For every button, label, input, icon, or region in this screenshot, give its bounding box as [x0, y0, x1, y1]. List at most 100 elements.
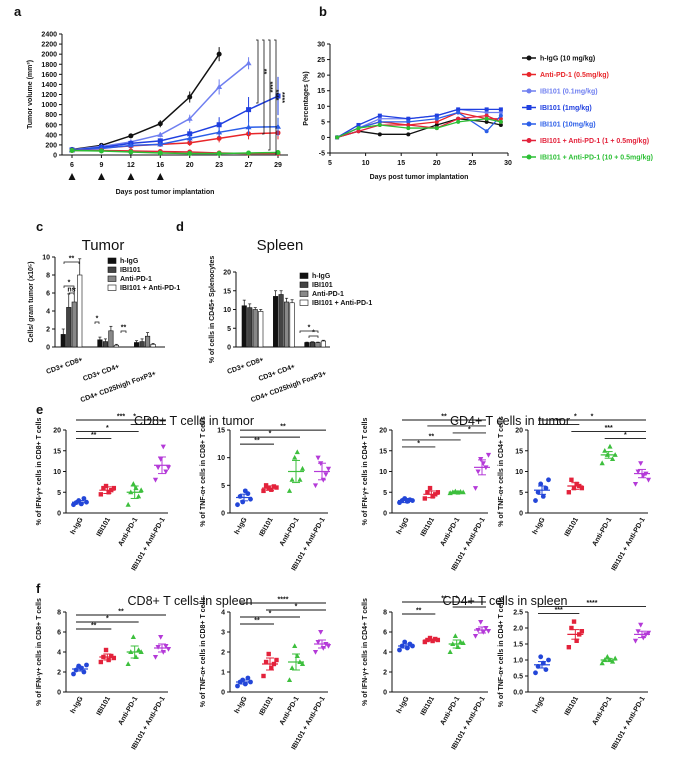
panel-a-sig-bracket — [262, 39, 265, 135]
panel-b-x-tick-label: 15 — [397, 160, 405, 167]
panel-a-x-tick-label: 23 — [215, 162, 223, 169]
panel-a-point — [128, 149, 134, 155]
panel-e4-sig-label: ** — [556, 418, 562, 425]
panel-d-sig-bracket — [308, 335, 319, 338]
legend-label: IBI101 (10mg/kg) — [540, 122, 596, 129]
panel-a-series-line — [71, 53, 220, 151]
panel-a-y-tick-label: 2000 — [41, 52, 57, 59]
panel-b-point — [484, 107, 489, 112]
panel-c-legend-swatch — [107, 284, 117, 291]
legend-marker-icon — [526, 154, 532, 160]
panel-f2-x-tick-label: IBI101 — [258, 695, 274, 716]
panel-f4-point — [533, 670, 538, 676]
panel-e3-x-tick-label: Anti-PD-1 — [439, 516, 461, 547]
panel-e2-point — [325, 466, 332, 472]
panel-f3-x-tick-label: h-IgG — [396, 695, 411, 715]
panel-e2-x-tick-label: IBI101 — [258, 516, 274, 537]
panel-f1-y-tick-label: 4 — [57, 650, 61, 657]
panel-e1-sig-label: ** — [91, 432, 97, 439]
panel-f2-point — [292, 643, 298, 648]
panel-f3-y-tick-label: 6 — [383, 630, 387, 637]
panel-b-y-tick-label: 0 — [321, 135, 325, 142]
panel-d-y-tick-label: 5 — [227, 326, 231, 333]
panel-a-point — [216, 135, 222, 141]
panel-f1-point — [103, 647, 109, 653]
panel-b-y-tick-label: 15 — [317, 88, 325, 95]
panel-e2-point — [289, 477, 295, 482]
panel-f2-point — [261, 673, 266, 679]
panel-f1-point — [158, 635, 164, 640]
panel-c-legend-label: IBI101 — [120, 267, 141, 274]
panel-e1-point — [106, 490, 111, 495]
panel-f3-sig-label: ** — [441, 596, 447, 603]
panel-b-y-tick-label: 30 — [317, 42, 325, 49]
panel-d-legend-label: IBI101 — [312, 282, 333, 289]
section-title-f-right: CD4+ T cells in spleen — [443, 594, 568, 608]
panel-f1-y-tick-label: 2 — [57, 670, 61, 677]
panel-e1-y-title: % of IFN-γ+ cells in CD8+ T cells — [36, 418, 43, 526]
panel-d-bar — [304, 342, 310, 348]
panel-f3-y-tick-label: 0 — [383, 690, 387, 697]
panel-b-x-tick-label: 30 — [504, 160, 512, 167]
panel-f1-sig-label: ** — [91, 623, 97, 630]
panel-e3-y-tick-label: 15 — [379, 448, 387, 455]
panel-e3-y-tick-label: 5 — [383, 490, 387, 497]
panel-c-bar — [66, 307, 72, 348]
panel-c-bar-chart: Tumor 0 2 4 6 8 10 Cells/ gram tumor (x10⁵) CD3+… — [28, 237, 180, 404]
panel-b-point — [484, 116, 489, 121]
panel-b-point — [434, 116, 439, 121]
panel-e3-y-tick-label: 10 — [379, 469, 387, 476]
panel-e1-point — [135, 493, 142, 499]
panel-b-x-title: Days post tumor implantation — [370, 174, 469, 181]
panel-f4-point — [604, 654, 610, 659]
panel-f2-y-tick-label: 1 — [221, 670, 225, 677]
panel-c-title: Tumor — [82, 237, 125, 254]
panel-a-line-chart: 0 200 400 600 800 1000 1200 1400 1600 1800 2000 220… — [27, 32, 288, 196]
panel-a-point — [216, 150, 222, 156]
panel-e4-sig-label: *** — [605, 425, 613, 432]
panel-e2-sig-label: ** — [280, 424, 286, 431]
panel-b-point — [456, 116, 461, 121]
legend-marker-icon — [526, 105, 532, 110]
panel-a-point — [216, 51, 222, 57]
panel-c-bar — [71, 301, 77, 348]
panel-c-bar — [108, 330, 114, 348]
panel-b-point — [498, 116, 503, 121]
panel-b-point — [406, 122, 411, 127]
panel-e3-point — [485, 452, 492, 458]
panel-f3-point — [422, 639, 428, 645]
panel-e1-point — [125, 501, 131, 507]
panel-d-legend-swatch — [299, 290, 309, 297]
panel-f4-y-tick-label: 0.0 — [513, 690, 523, 697]
panel-f1-y-tick-label: 0 — [57, 690, 61, 697]
panel-e3-point — [480, 461, 486, 466]
panel-e1-point — [158, 457, 164, 462]
panel-f2-scatter-chart: 0 1 2 3 4 % of TNF-α+ cells in CD8+ T cells h-… — [200, 597, 332, 751]
panel-e3-point — [427, 485, 433, 491]
panel-a-point — [245, 124, 252, 130]
legend-marker-icon — [526, 72, 532, 77]
panel-e3-sig-label: ** — [441, 414, 447, 421]
panel-f3-point — [447, 649, 453, 654]
panel-c-sig-label: ns — [67, 287, 75, 294]
panel-b-point — [456, 119, 461, 124]
panel-e2-y-tick-label: 5 — [221, 483, 225, 490]
panel-c-bar — [150, 343, 156, 348]
panel-e2-y-title: % of TNF-α+ cells in CD8+ T cells — [200, 416, 207, 527]
panel-a-point — [216, 122, 222, 128]
panel-a-point — [275, 149, 281, 155]
panel-f1-point — [73, 667, 79, 673]
panel-b-series-line — [336, 114, 502, 139]
dosing-arrow-icon — [68, 173, 76, 180]
panel-e1-point — [160, 444, 166, 450]
panel-c-y-tick-label: 2 — [46, 327, 50, 334]
legend-label: h-IgG (10 mg/kg) — [540, 56, 595, 63]
panel-e4-y-tick-label: 20 — [515, 428, 523, 435]
panel-a-point — [157, 131, 164, 137]
panel-e1-point — [98, 492, 104, 497]
panel-c-sig-bracket — [120, 330, 127, 333]
panel-label-f: f — [36, 581, 41, 596]
panel-e4-point — [638, 461, 644, 466]
panel-e1-y-tick-label: 15 — [53, 448, 61, 455]
panel-e2-point — [292, 454, 298, 460]
